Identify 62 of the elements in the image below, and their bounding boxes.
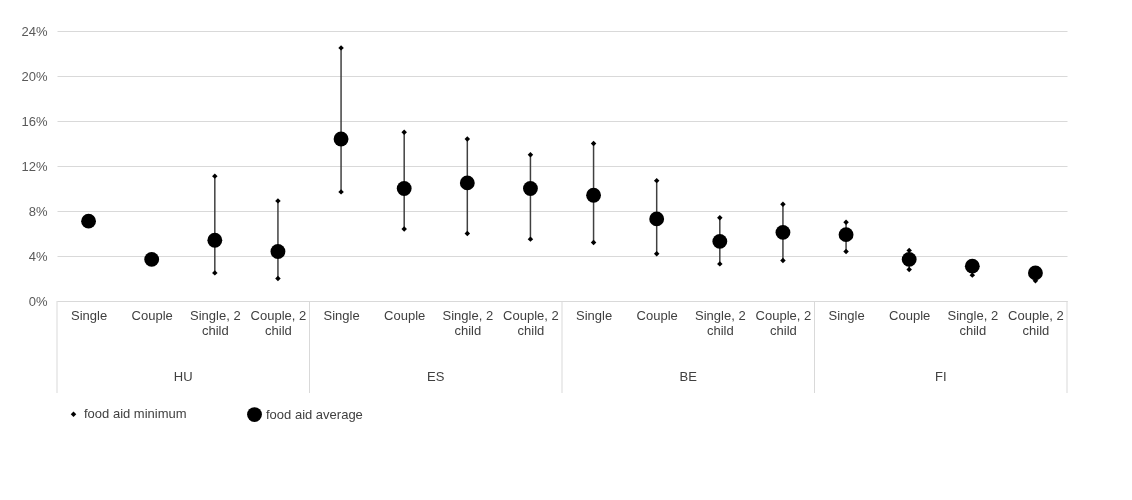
y-tick-label: 8% [28,203,48,219]
text: BE [679,369,698,384]
x-tick-label: Couple, 2 child [250,307,307,338]
x-tick-label: Couple [131,307,173,323]
x-tick-label: Couple, 2 child [1008,307,1064,338]
point [717,215,723,221]
x-tick-label: Couple [636,307,678,323]
point [653,251,660,257]
y-tick-label: 4% [28,248,48,264]
text: HU [173,369,193,384]
point [275,275,281,282]
y-tick-label: 0% [28,293,48,309]
y-tick-label: 24% [21,23,48,39]
point [969,272,976,278]
point [333,131,349,147]
y-tick-label: 16% [21,113,48,129]
point [527,152,534,158]
text: FI [934,369,947,384]
point [964,258,980,274]
x-tick-label: Single [828,307,865,323]
point [212,270,218,276]
point [843,248,849,255]
x-tick-label: Couple, 2 child [503,307,559,338]
x-tick-label: Couple [889,307,931,323]
x-tick-label: Single [70,307,108,323]
point [901,251,917,267]
point [527,236,534,242]
point [780,201,786,207]
point [586,187,601,203]
x-tick-label: Single, 2 child [190,307,241,338]
point [717,261,723,267]
x-tick-label: Single [575,307,613,323]
point [212,173,218,179]
point [780,257,786,264]
point [207,232,223,248]
x-tick-label: Couple, 2 child [755,307,812,338]
point [401,129,407,135]
x-tick-label: Single, 2 child [695,307,746,338]
point [523,181,538,196]
x-tick-label: Single, 2 child [442,307,494,338]
point [270,244,286,259]
point [144,251,160,267]
legend-label: food aid average [266,406,363,422]
point [1028,265,1043,281]
point [843,219,849,225]
point [459,175,475,191]
point [838,227,854,243]
point [906,266,912,273]
x-tick-label: Couple [384,307,426,323]
point [396,181,412,196]
point [775,224,791,240]
y-tick-label: 12% [21,158,48,174]
point [464,136,471,142]
legend-label: food aid minimum [84,406,187,422]
point [712,233,728,249]
point [653,177,660,184]
point [649,211,665,227]
text: ES [427,369,445,384]
x-tick-label: Single [323,307,360,323]
y-tick-label: 20% [21,68,48,84]
point [81,213,96,229]
x-tick-label: Single, 2 child [947,307,999,338]
